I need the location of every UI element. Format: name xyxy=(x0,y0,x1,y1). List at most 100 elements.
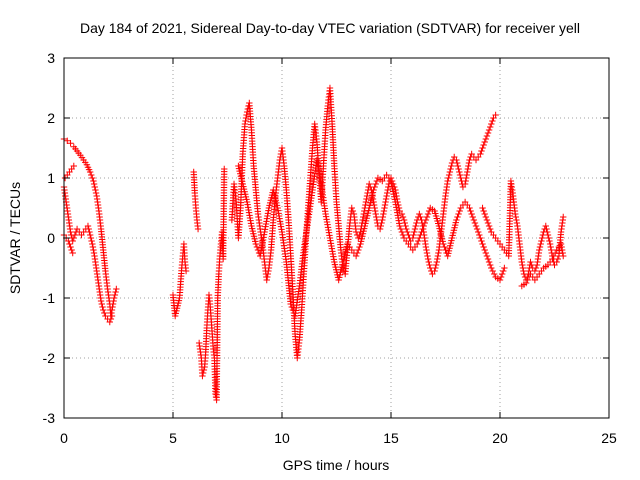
data-point xyxy=(453,156,460,164)
data-point xyxy=(424,255,432,263)
data-point xyxy=(404,228,411,236)
data-point xyxy=(371,207,379,215)
data-point xyxy=(554,255,561,263)
data-point xyxy=(434,252,442,260)
data-point xyxy=(483,216,491,224)
data-point xyxy=(431,267,438,275)
data-point xyxy=(466,156,473,164)
data-point xyxy=(288,303,296,311)
data-point xyxy=(380,207,388,215)
data-point xyxy=(90,177,97,185)
data-point xyxy=(464,168,471,176)
data-point xyxy=(424,210,432,218)
data-point xyxy=(106,318,113,326)
data-point xyxy=(352,252,360,260)
data-point xyxy=(264,270,272,278)
data-point xyxy=(447,165,454,173)
data-point xyxy=(513,219,521,227)
data-point xyxy=(371,183,378,191)
data-point xyxy=(113,285,120,293)
data-point xyxy=(425,207,433,215)
data-point xyxy=(70,162,78,170)
data-point xyxy=(383,189,391,197)
data-point xyxy=(483,252,491,260)
data-point xyxy=(432,264,439,272)
data-point xyxy=(558,243,565,251)
data-point xyxy=(546,240,554,248)
data-point xyxy=(379,216,386,224)
data-point xyxy=(519,261,526,269)
data-point xyxy=(442,246,449,254)
data-point xyxy=(380,210,387,218)
data-point xyxy=(478,237,485,245)
data-point xyxy=(242,117,249,125)
data-point xyxy=(108,312,116,320)
data-point xyxy=(90,246,97,254)
data-point xyxy=(476,231,483,239)
data-point xyxy=(64,137,71,144)
data-point xyxy=(434,255,441,263)
data-point xyxy=(376,225,384,233)
data-point xyxy=(463,174,470,182)
data-point xyxy=(553,258,560,266)
data-point xyxy=(382,195,390,203)
data-point xyxy=(477,150,484,158)
data-point xyxy=(401,219,409,227)
y-tick-label: -1 xyxy=(43,290,56,306)
data-point xyxy=(559,249,566,257)
data-point xyxy=(424,252,431,260)
data-point xyxy=(110,297,117,305)
data-point xyxy=(453,159,461,167)
data-point xyxy=(111,291,119,299)
data-point xyxy=(109,303,116,311)
data-point xyxy=(486,123,494,131)
data-point xyxy=(470,216,478,224)
data-point xyxy=(544,231,552,239)
data-point xyxy=(398,210,406,218)
data-point xyxy=(397,225,405,233)
data-point xyxy=(349,207,357,215)
data-point xyxy=(532,264,540,272)
data-point xyxy=(548,246,555,254)
data-point xyxy=(440,240,447,248)
data-point xyxy=(464,165,472,173)
data-point xyxy=(480,243,487,251)
data-point xyxy=(468,210,475,218)
data-point xyxy=(482,249,490,257)
x-tick-label: 10 xyxy=(274,430,290,446)
data-point xyxy=(363,195,370,203)
data-point xyxy=(384,186,391,194)
data-point xyxy=(108,309,115,317)
data-point xyxy=(287,300,294,308)
data-point xyxy=(86,228,93,236)
data-point xyxy=(527,258,534,266)
data-point xyxy=(416,210,423,218)
data-points xyxy=(60,84,567,404)
data-point xyxy=(538,237,545,245)
data-point xyxy=(479,240,486,248)
data-point xyxy=(472,222,480,230)
data-point xyxy=(445,171,453,179)
data-point xyxy=(485,258,493,266)
data-point xyxy=(482,213,490,221)
data-point xyxy=(433,258,440,266)
x-tick-labels: 0 5 10 15 20 25 xyxy=(60,430,617,446)
y-tick-label: 1 xyxy=(47,170,55,186)
data-point xyxy=(99,303,106,311)
data-point xyxy=(552,249,559,257)
data-point xyxy=(411,225,419,233)
data-point xyxy=(84,222,92,230)
data-point xyxy=(454,213,461,221)
data-point xyxy=(415,237,422,245)
data-point xyxy=(432,261,440,269)
data-point xyxy=(481,246,488,254)
data-point xyxy=(399,231,407,239)
data-point xyxy=(370,186,377,194)
data-point xyxy=(423,213,431,221)
data-point xyxy=(67,243,74,251)
data-point xyxy=(471,219,479,227)
data-point xyxy=(97,297,105,305)
data-point xyxy=(378,219,385,227)
y-tick-label: 3 xyxy=(47,50,55,66)
